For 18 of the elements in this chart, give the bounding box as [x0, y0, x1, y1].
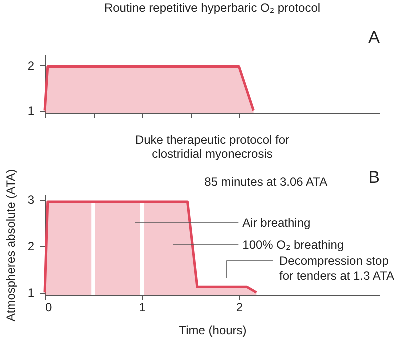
y-tick-label: 1	[28, 286, 35, 300]
annotation: 100% O₂ breathing	[242, 238, 344, 252]
x-axis-title: Time (hours)	[179, 324, 247, 338]
text: B	[368, 168, 380, 187]
text: A	[368, 28, 381, 47]
y-tick-label: 3	[28, 193, 35, 208]
chart-title: Routine repetitive hyperbaric O₂ protocol	[104, 1, 321, 15]
y-tick-label: 2	[28, 240, 35, 254]
annotation: Decompression stop for tenders at 1.3 ATA	[280, 254, 394, 283]
chart-title: Duke therapeutic protocol for clostridial myonecrosis	[135, 132, 290, 161]
y-tick-label: 2	[28, 58, 35, 73]
annotation: Air breathing	[242, 216, 311, 230]
y-axis-title: Atmospheres absolute (ATA)	[4, 169, 18, 322]
y-tick-label: 1	[28, 104, 35, 118]
x-tick-label: 1	[139, 300, 146, 314]
x-tick-label: 2	[236, 300, 244, 314]
text: 85 minutes at 3.06 ATA	[204, 175, 328, 189]
x-tick-label: 0	[46, 300, 52, 314]
